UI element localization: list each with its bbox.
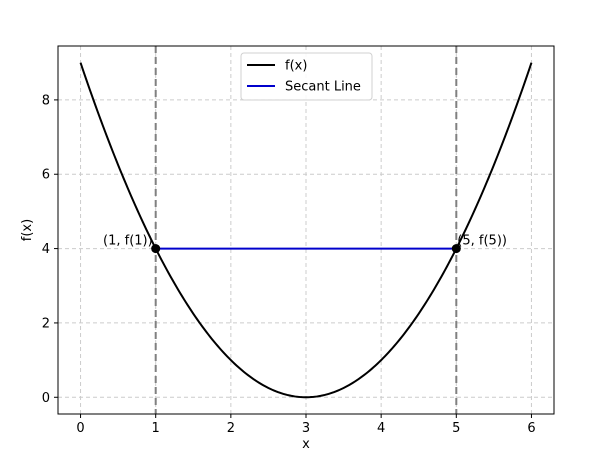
x-tick-label: 0 (76, 421, 84, 436)
y-tick-label: 8 (42, 93, 50, 108)
marked-points: (1, f(1)) (5, f(5)) (103, 234, 507, 254)
point-marker (451, 244, 461, 254)
legend-label: f(x) (285, 59, 307, 74)
axis-ticks: 0 1 2 3 4 5 6 0 2 4 6 8 (42, 93, 536, 436)
point-label: (1, f(1)) (103, 234, 153, 249)
y-axis-label: f(x) (20, 219, 35, 241)
x-tick-label: 4 (377, 421, 385, 436)
legend: f(x) Secant Line (240, 52, 373, 101)
y-tick-label: 4 (42, 242, 50, 257)
legend-label: Secant Line (285, 80, 361, 95)
x-axis-label: x (302, 437, 310, 450)
point-marker (151, 244, 161, 254)
grid (58, 46, 554, 414)
point-label: (5, f(5)) (457, 234, 507, 249)
x-tick-label: 5 (452, 421, 460, 436)
y-tick-label: 2 (42, 316, 50, 331)
x-tick-label: 2 (227, 421, 235, 436)
x-tick-label: 3 (302, 421, 310, 436)
y-tick-label: 6 (42, 168, 50, 183)
x-tick-label: 6 (527, 421, 535, 436)
x-tick-label: 1 (152, 421, 160, 436)
vertical-reference-lines (154, 46, 458, 414)
y-tick-label: 0 (42, 391, 50, 406)
